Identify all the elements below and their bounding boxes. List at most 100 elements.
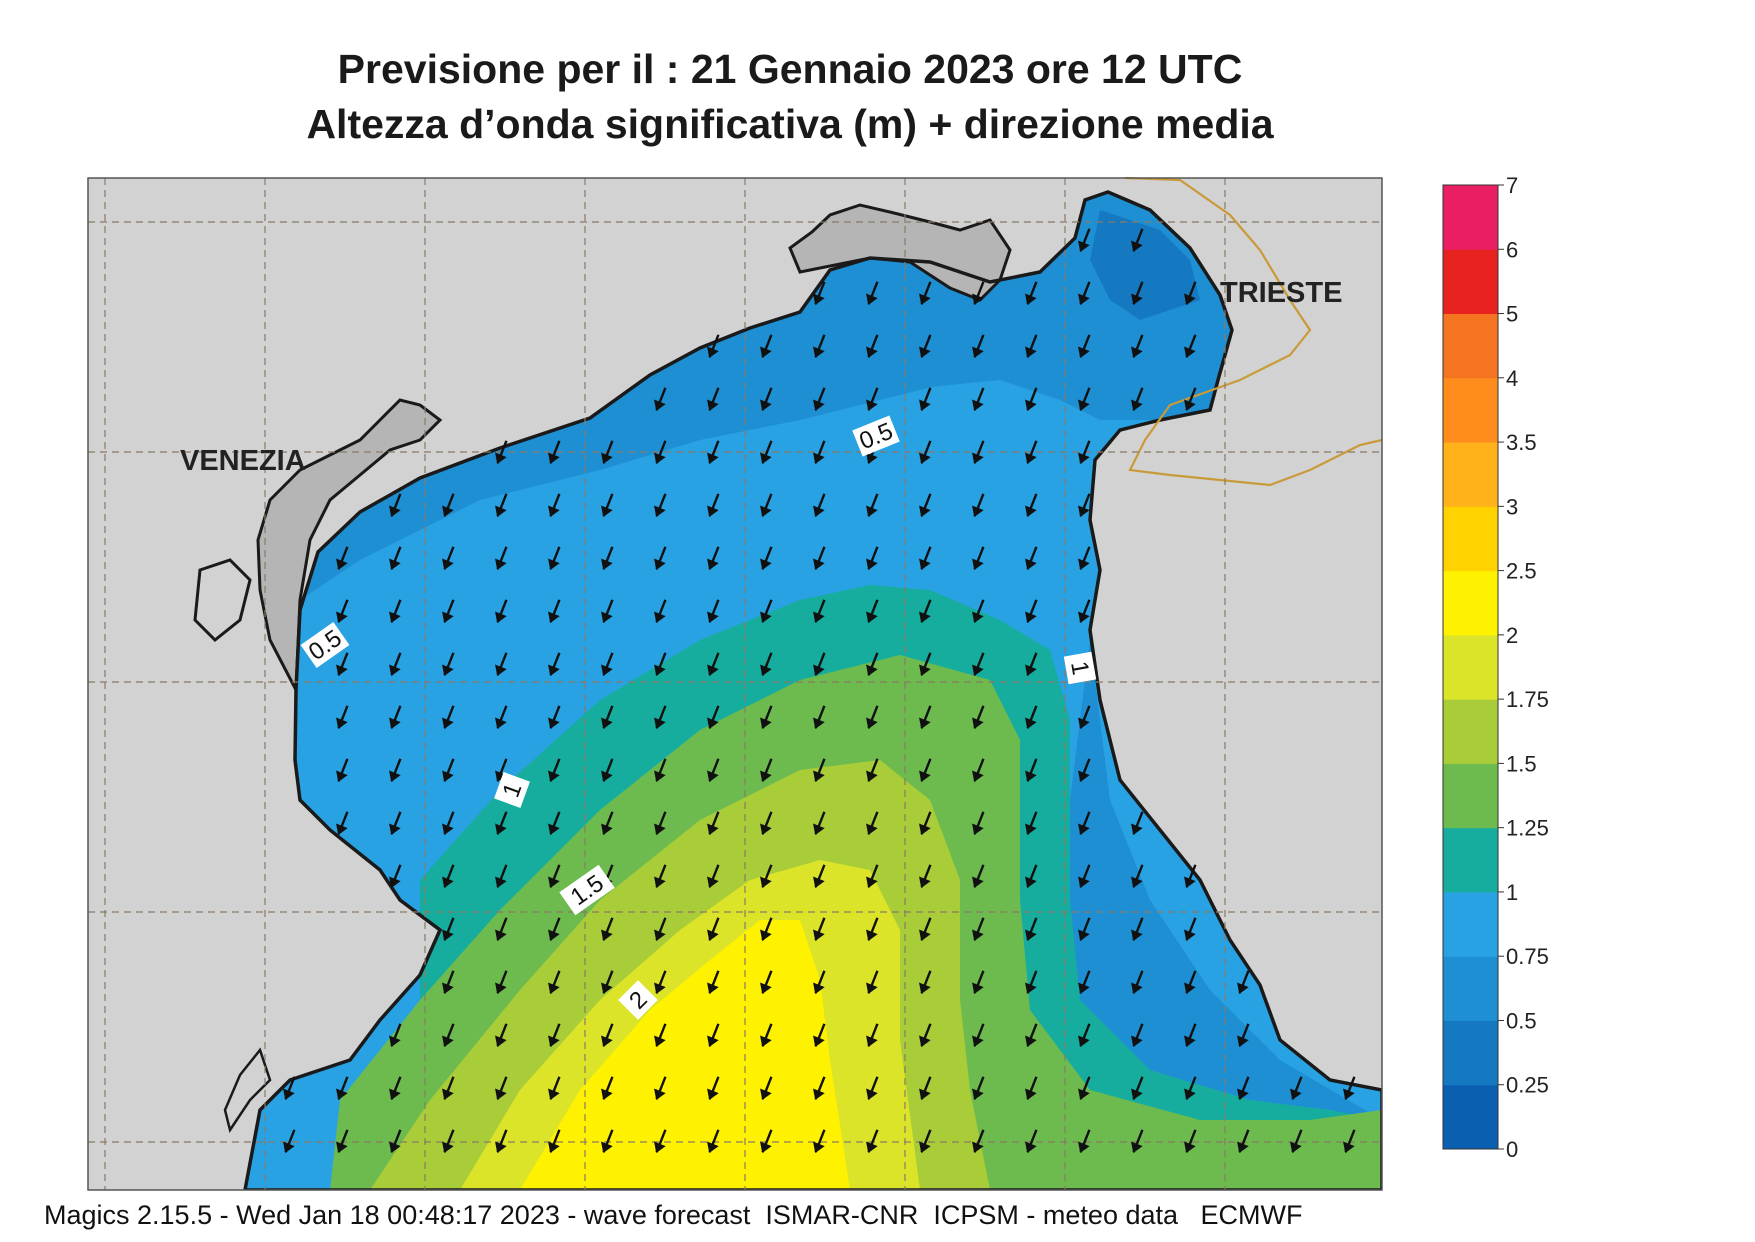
direction-arrow-head: [760, 399, 772, 412]
direction-arrow-head: [1131, 823, 1143, 836]
direction-arrow-head: [1025, 399, 1037, 412]
direction-arrow-head: [1078, 293, 1090, 306]
direction-arrow-head: [336, 823, 348, 836]
direction-arrow-head: [760, 717, 772, 730]
legend-tick-label: 1: [1506, 880, 1518, 905]
city-label-venezia: VENEZIA: [180, 445, 306, 477]
direction-arrow-head: [707, 982, 719, 995]
direction-arrow-head: [972, 876, 984, 889]
direction-arrow-head: [760, 982, 772, 995]
direction-arrow-head: [654, 452, 666, 465]
direction-arrow-head: [866, 399, 878, 412]
direction-arrow-head: [1078, 240, 1090, 253]
direction-arrow-head: [601, 982, 613, 995]
direction-arrow-head: [601, 770, 613, 783]
direction-arrow-head: [866, 770, 878, 783]
direction-arrow-head: [1025, 1035, 1037, 1048]
legend-tick-label: 0: [1506, 1137, 1518, 1162]
direction-arrow-head: [1237, 1035, 1249, 1048]
direction-arrow-head: [1078, 929, 1090, 942]
direction-arrow-head: [442, 717, 454, 730]
legend-tick-label: 2: [1506, 623, 1518, 648]
direction-arrow-head: [760, 611, 772, 624]
direction-arrow-head: [601, 929, 613, 942]
direction-arrow-head: [972, 452, 984, 465]
direction-arrow-head: [336, 770, 348, 783]
legend-swatch: [1443, 1020, 1498, 1086]
direction-arrow-head: [760, 558, 772, 571]
direction-arrow-head: [654, 399, 666, 412]
direction-arrow-head: [813, 876, 825, 889]
direction-arrow-head: [1025, 558, 1037, 571]
direction-arrow-head: [707, 876, 719, 889]
direction-arrow-head: [760, 1035, 772, 1048]
direction-arrow-head: [707, 823, 719, 836]
direction-arrow-head: [707, 717, 719, 730]
title-line-1: Previsione per il : 21 Gennaio 2023 ore …: [337, 46, 1243, 92]
legend-swatch: [1443, 249, 1498, 315]
direction-arrow-head: [1078, 452, 1090, 465]
direction-arrow-head: [548, 1141, 560, 1154]
direction-arrow-head: [866, 982, 878, 995]
po-delta: [223, 1047, 272, 1134]
direction-arrow-head: [707, 929, 719, 942]
direction-arrow-head: [548, 823, 560, 836]
direction-arrow-head: [760, 823, 772, 836]
legend-tick-label: 1.25: [1506, 816, 1549, 841]
direction-arrow-head: [813, 346, 825, 359]
direction-arrow-head: [1025, 1088, 1037, 1101]
direction-arrow-head: [654, 611, 666, 624]
direction-arrow-head: [919, 717, 931, 730]
direction-arrow-head: [972, 558, 984, 571]
legend-tick-label: 6: [1506, 237, 1518, 262]
title-line-2: Altezza d’onda significativa (m) + direz…: [306, 101, 1274, 147]
direction-arrow-head: [919, 664, 931, 677]
direction-arrow-head: [601, 717, 613, 730]
direction-arrow-head: [389, 1088, 401, 1101]
direction-arrow-head: [548, 982, 560, 995]
legend-swatch: [1443, 763, 1498, 829]
wave-direction-arrows: [283, 228, 1356, 1154]
direction-arrow-head: [1184, 346, 1196, 359]
direction-arrow-head: [919, 346, 931, 359]
direction-arrow-head: [866, 1035, 878, 1048]
direction-arrow-head: [548, 452, 560, 465]
direction-arrow-head: [548, 664, 560, 677]
direction-arrow-head: [972, 823, 984, 836]
direction-arrow-head: [919, 293, 931, 306]
legend-tick-label: 3: [1506, 494, 1518, 519]
direction-arrow-head: [654, 505, 666, 518]
direction-arrow-head: [813, 505, 825, 518]
direction-arrow-head: [495, 929, 507, 942]
direction-arrow-head: [442, 982, 454, 995]
direction-arrow-head: [495, 611, 507, 624]
legend-tick-label: 0.25: [1506, 1073, 1549, 1098]
direction-arrow-head: [813, 717, 825, 730]
direction-arrow-head: [707, 452, 719, 465]
direction-arrow-head: [972, 929, 984, 942]
direction-arrow-head: [1025, 452, 1037, 465]
direction-arrow-head: [442, 1088, 454, 1101]
legend-tick-label: 0.75: [1506, 944, 1549, 969]
city-label-trieste: TRIESTE: [1220, 277, 1342, 309]
direction-arrow-head: [442, 876, 454, 889]
direction-arrow-head: [1131, 982, 1143, 995]
direction-arrow-head: [389, 611, 401, 624]
direction-arrow-head: [813, 1141, 825, 1154]
direction-arrow-head: [972, 346, 984, 359]
direction-arrow-head: [389, 770, 401, 783]
direction-arrow-head: [866, 505, 878, 518]
direction-arrow-head: [919, 399, 931, 412]
direction-arrow-head: [813, 770, 825, 783]
direction-arrow-head: [1025, 1141, 1037, 1154]
legend-frame: [1442, 184, 1499, 1150]
direction-arrow-head: [283, 1088, 295, 1101]
direction-arrow-head: [1078, 346, 1090, 359]
legend-swatch: [1443, 506, 1498, 572]
direction-arrow-head: [972, 1035, 984, 1048]
direction-arrow-head: [548, 876, 560, 889]
direction-arrow-head: [442, 770, 454, 783]
direction-arrow-head: [760, 876, 772, 889]
national-border: [1124, 176, 1383, 487]
direction-arrow-head: [601, 664, 613, 677]
